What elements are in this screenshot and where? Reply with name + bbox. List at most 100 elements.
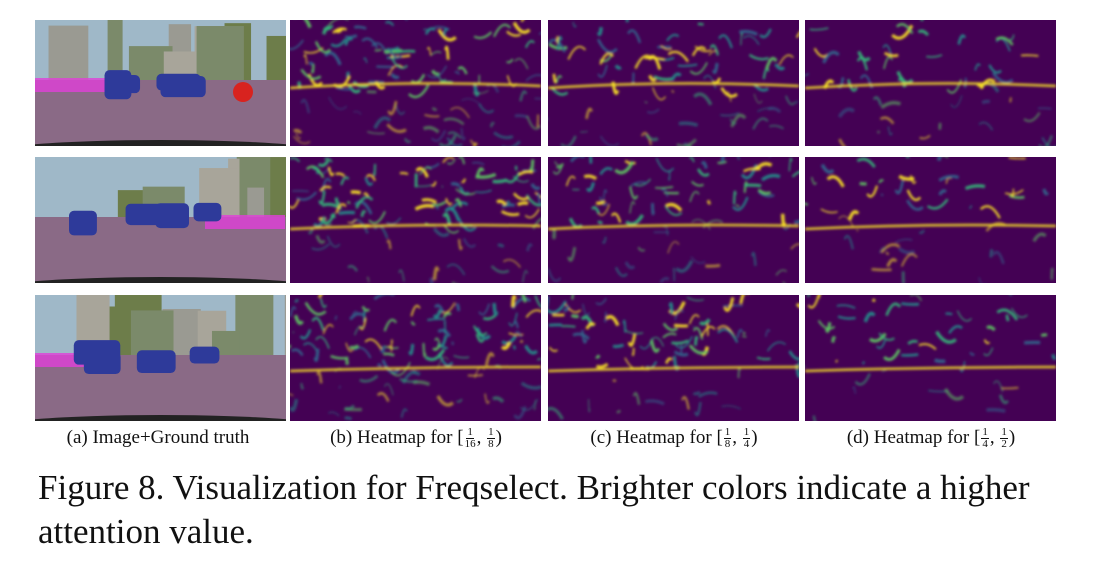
heat-stroke <box>500 341 512 350</box>
heat-stroke <box>655 186 674 189</box>
heat-stroke <box>686 296 704 301</box>
heat-stroke <box>878 332 895 341</box>
car-hood <box>35 415 286 421</box>
heat-stroke <box>1011 307 1028 318</box>
heat-bg <box>805 157 1056 283</box>
heat-stroke <box>667 241 680 254</box>
heat-stroke <box>455 303 460 312</box>
heat-stroke <box>330 355 349 360</box>
heat-stroke <box>347 219 357 224</box>
heat-stroke <box>631 72 635 85</box>
heat-stroke <box>296 191 318 201</box>
heat-stroke <box>743 35 760 46</box>
heat-stroke <box>926 54 943 58</box>
heat-stroke <box>816 295 821 299</box>
heat-stroke <box>408 84 430 99</box>
figure-caption: Figure 8. Visualization for Freqselect. … <box>38 468 1030 551</box>
heat-stroke <box>753 93 763 104</box>
heat-stroke <box>555 163 564 169</box>
heat-stroke <box>692 390 701 396</box>
heat-stroke <box>443 117 465 126</box>
heatmap <box>548 20 799 146</box>
heat-stroke <box>596 38 618 54</box>
heat-stroke <box>300 383 304 390</box>
heat-strokes <box>548 295 799 420</box>
heat-stroke <box>308 61 314 66</box>
heat-stroke <box>690 256 706 264</box>
heat-stroke <box>986 325 996 332</box>
heat-stroke <box>510 295 517 308</box>
heat-stroke <box>697 22 704 26</box>
heat-stroke <box>588 399 591 413</box>
heat-stroke <box>424 348 446 362</box>
heat-stroke <box>805 73 810 77</box>
heat-stroke <box>556 35 563 51</box>
heat-stroke <box>502 259 521 268</box>
heat-stroke <box>383 383 394 396</box>
heatmap <box>548 295 799 421</box>
numerator: 1 <box>487 426 495 440</box>
heat-stroke <box>964 184 986 190</box>
heat-stroke <box>548 406 564 420</box>
heat-stroke <box>442 212 452 225</box>
heat-stroke <box>935 330 957 344</box>
heat-stroke <box>548 346 558 352</box>
heat-stroke <box>344 34 358 39</box>
heatmap <box>805 295 1056 421</box>
heat-stroke <box>376 363 382 367</box>
numerator: 1 <box>1000 426 1008 440</box>
heat-stroke <box>1042 188 1050 196</box>
image-canvas <box>805 295 1056 421</box>
heat-stroke <box>453 355 470 359</box>
heat-stroke <box>644 101 648 104</box>
heat-stroke <box>1038 135 1053 146</box>
heat-stroke <box>295 132 301 140</box>
heat-stroke <box>1041 136 1056 146</box>
heat-stroke <box>450 106 470 119</box>
heatmap <box>290 295 541 421</box>
heat-stroke <box>910 175 917 184</box>
heat-stroke <box>497 243 505 248</box>
heat-stroke <box>820 163 835 174</box>
heat-stroke <box>457 218 477 232</box>
heat-stroke <box>604 311 607 323</box>
horizon <box>548 82 799 90</box>
heat-stroke <box>885 302 902 317</box>
heat-stroke <box>1009 97 1012 103</box>
heat-stroke <box>345 358 349 365</box>
heat-stroke <box>522 270 529 283</box>
heat-stroke <box>632 392 641 405</box>
heat-stroke <box>989 249 994 258</box>
heat-stroke <box>978 121 994 131</box>
heat-stroke <box>880 243 901 254</box>
heat-stroke <box>622 319 627 333</box>
heat-stroke <box>332 27 347 34</box>
heat-stroke <box>315 234 326 244</box>
heat-stroke <box>983 339 991 345</box>
heat-strokes <box>290 157 541 283</box>
heat-stroke <box>436 395 454 407</box>
heat-stroke <box>318 190 326 205</box>
heat-stroke <box>655 157 675 173</box>
heat-stroke <box>974 63 981 71</box>
denominator: 2 <box>1001 438 1007 451</box>
heat-bg <box>290 295 541 421</box>
car <box>155 203 190 229</box>
heat-stroke <box>398 269 405 282</box>
heat-stroke <box>311 243 331 251</box>
heat-stroke <box>882 44 893 57</box>
heat-stroke <box>327 166 335 177</box>
car <box>193 202 222 222</box>
building <box>247 187 265 219</box>
heat-stroke <box>290 306 297 317</box>
heat-stroke <box>524 344 538 355</box>
heat-stroke <box>725 91 732 102</box>
heat-stroke <box>703 75 717 89</box>
denominator: 8 <box>724 438 731 451</box>
heat-stroke <box>995 36 1014 46</box>
image-canvas <box>805 157 1056 283</box>
heat-stroke <box>433 26 450 31</box>
heat-stroke <box>673 350 689 357</box>
heat-stroke <box>292 190 309 192</box>
heat-stroke <box>446 158 456 165</box>
